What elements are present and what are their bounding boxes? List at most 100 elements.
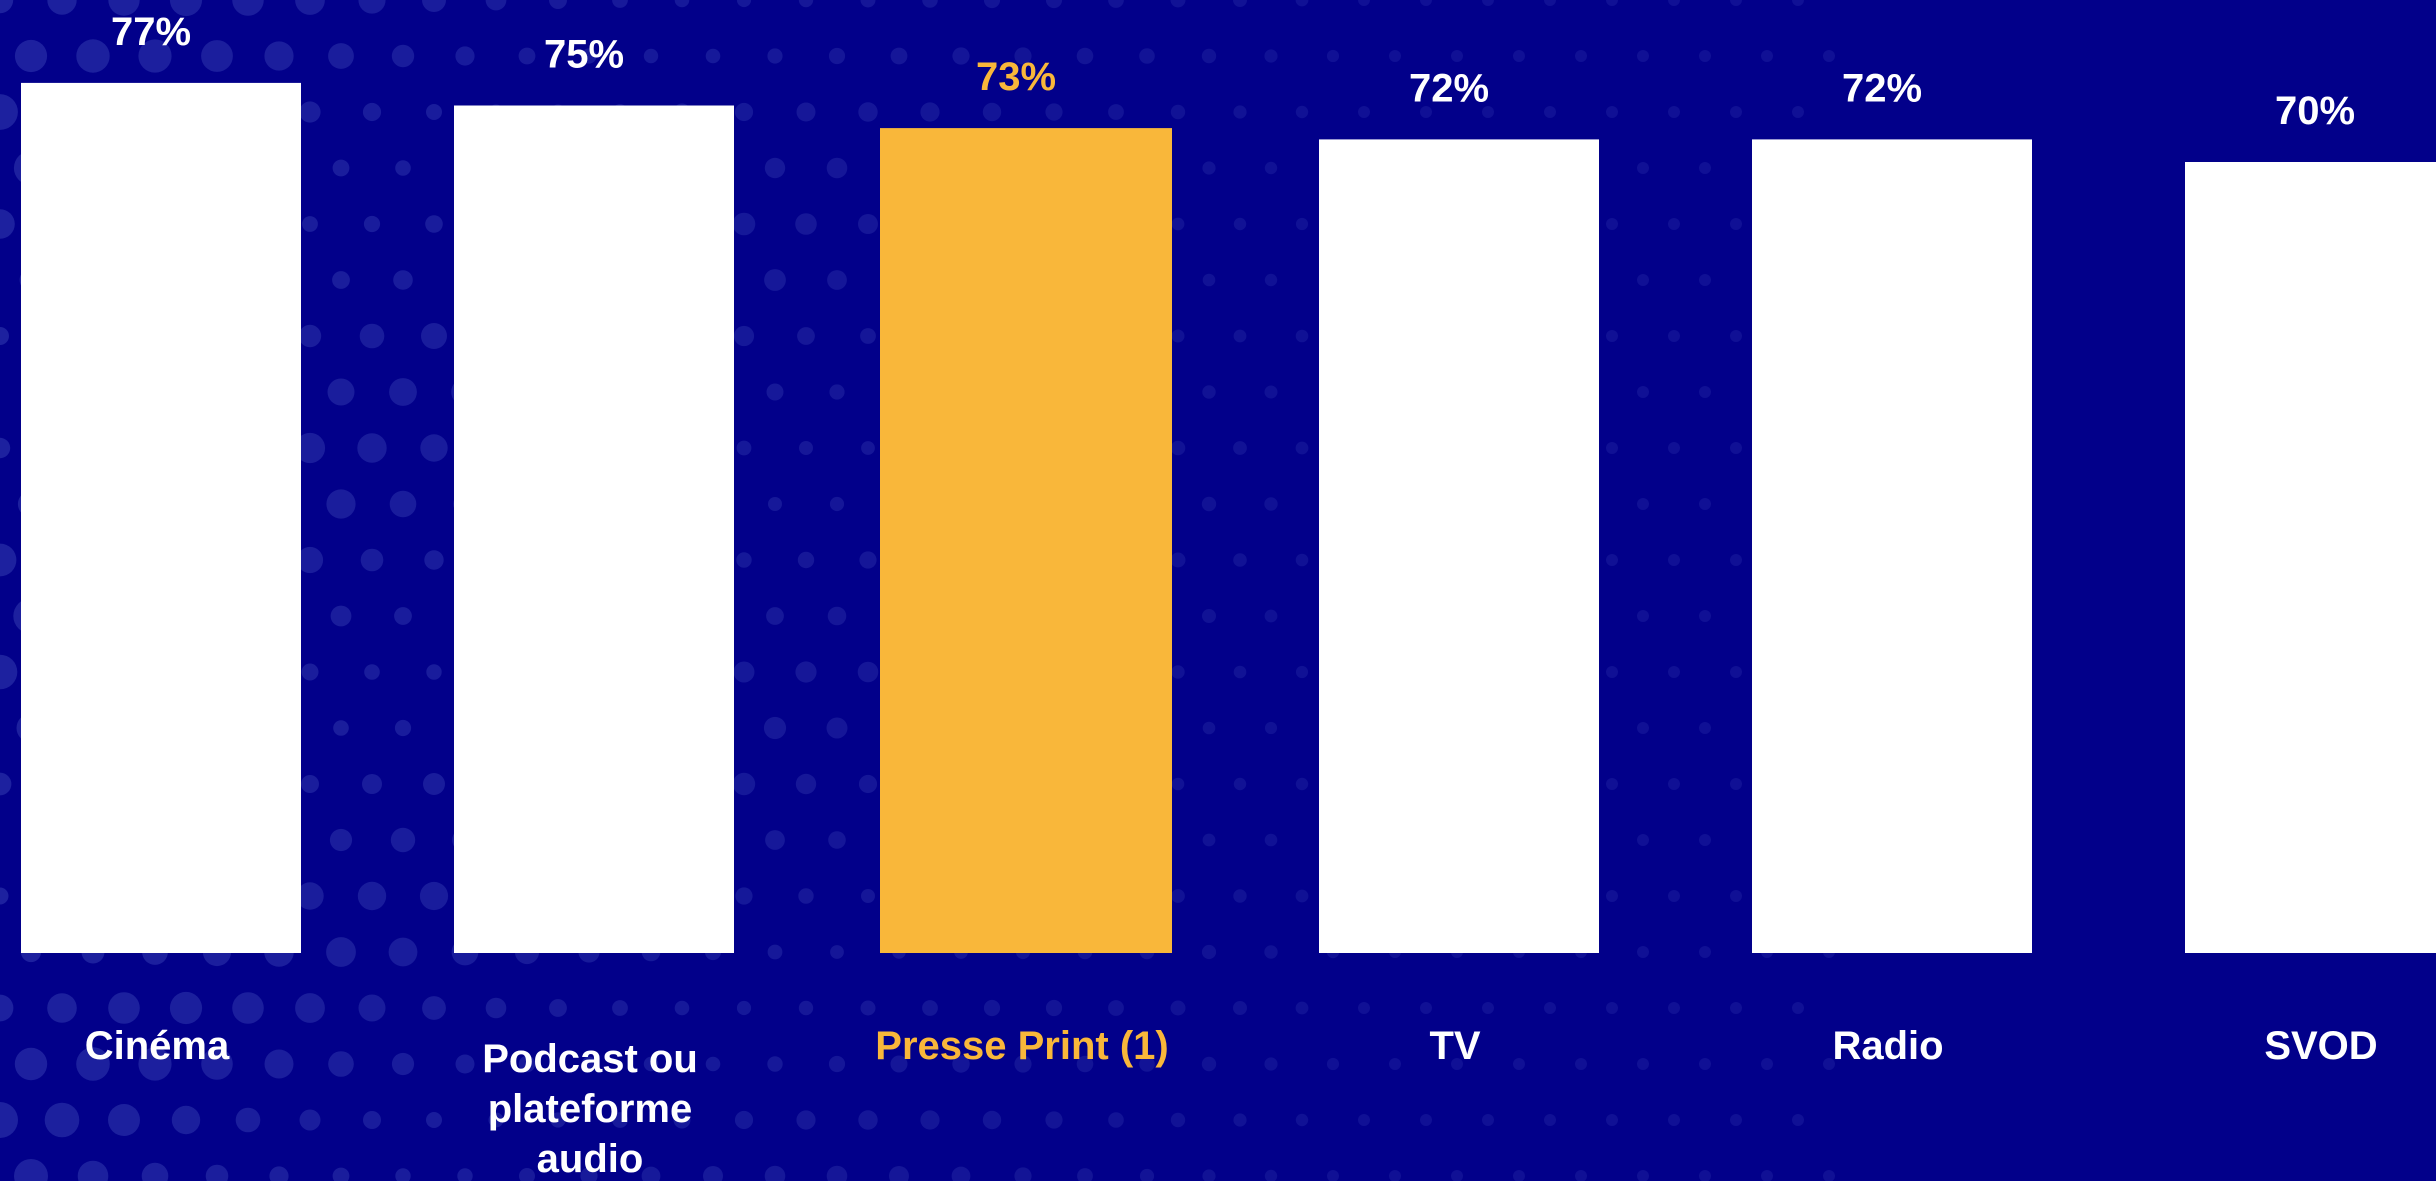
background-dot <box>1295 777 1309 791</box>
background-dot <box>363 215 381 233</box>
category-label-line: Cinéma <box>85 1024 230 1068</box>
background-dot <box>858 214 878 234</box>
background-dot <box>1108 0 1124 8</box>
background-dot <box>299 101 321 123</box>
background-dot <box>394 607 412 625</box>
background-dot <box>1326 49 1340 63</box>
background-dot <box>1264 385 1278 399</box>
background-dot <box>0 437 11 459</box>
background-dot <box>332 1167 350 1181</box>
background-dot <box>1233 553 1247 567</box>
background-dot <box>1014 47 1032 65</box>
background-dot <box>1699 274 1711 286</box>
background-dot <box>1482 1114 1494 1126</box>
category-label-line: audio <box>537 1137 644 1181</box>
background-dot <box>951 1166 971 1181</box>
background-dot <box>0 887 9 905</box>
background-dot <box>1606 330 1618 342</box>
background-dot <box>326 937 356 967</box>
background-dot <box>1730 330 1742 342</box>
background-dot <box>391 44 415 68</box>
background-dot <box>1792 0 1804 6</box>
background-dot <box>643 48 659 64</box>
background-dot <box>1170 1000 1186 1016</box>
background-dot <box>1045 0 1063 9</box>
background-dot <box>1699 386 1711 398</box>
background-dot <box>1637 498 1649 510</box>
background-dot <box>357 881 387 911</box>
background-dot <box>1730 442 1742 454</box>
background-dot <box>1295 1001 1309 1015</box>
background-dot <box>1730 554 1742 566</box>
background-dot <box>362 774 382 794</box>
category-label-line: SVOD <box>2264 1024 2377 1068</box>
background-dot <box>860 328 876 344</box>
background-dot <box>1699 1058 1711 1070</box>
background-dot <box>1076 47 1094 65</box>
background-dot <box>1420 0 1432 6</box>
background-dot <box>1420 106 1432 118</box>
background-dot <box>1513 1170 1525 1181</box>
background-dot <box>1233 665 1247 679</box>
background-dot <box>201 40 233 72</box>
background-dot <box>1606 1002 1618 1014</box>
background-dot <box>1668 442 1680 454</box>
background-dot <box>201 1048 233 1080</box>
background-dot <box>295 0 325 15</box>
background-dot <box>859 551 877 569</box>
background-dot <box>549 0 567 9</box>
background-dot <box>1077 1168 1093 1181</box>
background-dot <box>1513 1058 1525 1070</box>
background-dot <box>1544 0 1556 6</box>
background-dot <box>485 997 507 1019</box>
background-dot <box>1170 440 1186 456</box>
background-dot <box>1699 1170 1711 1181</box>
background-dot <box>457 1168 473 1181</box>
background-dot <box>0 654 18 690</box>
background-dot <box>1202 833 1216 847</box>
background-dot <box>1575 50 1587 62</box>
background-dot <box>169 991 203 1025</box>
background-dot <box>264 1049 294 1079</box>
background-dot <box>1699 498 1711 510</box>
background-dot <box>983 0 1001 9</box>
background-dot <box>1730 890 1742 902</box>
category-label-line: TV <box>1429 1024 1480 1068</box>
background-dot <box>612 0 628 8</box>
background-dot <box>1358 106 1370 118</box>
background-dot <box>1420 1114 1432 1126</box>
background-dot <box>703 1166 723 1181</box>
background-dot <box>766 383 784 401</box>
background-dot <box>982 102 1002 122</box>
background-dot <box>1045 1111 1063 1129</box>
background-dot <box>795 773 817 795</box>
background-dot <box>0 772 12 796</box>
background-dot <box>327 378 355 406</box>
background-dot <box>674 0 690 8</box>
background-dot <box>1170 0 1186 8</box>
background-dot <box>795 213 817 235</box>
background-dot <box>1171 777 1185 791</box>
background-dot <box>1295 217 1309 231</box>
background-dot <box>1606 890 1618 902</box>
background-dot <box>1544 106 1556 118</box>
background-dot <box>302 216 318 232</box>
background-dot <box>359 323 385 349</box>
background-dot <box>861 889 875 903</box>
background-dot <box>1761 1058 1773 1070</box>
background-dot <box>1389 1170 1401 1181</box>
background-dot <box>426 664 442 680</box>
background-dot <box>1544 1002 1556 1014</box>
bar-1 <box>454 105 734 953</box>
background-dot <box>1730 106 1742 118</box>
background-dot <box>733 325 755 347</box>
background-dot <box>1202 609 1216 623</box>
background-dot <box>1264 945 1278 959</box>
background-dot <box>1358 1002 1370 1014</box>
background-dot <box>732 772 756 796</box>
background-dot <box>301 663 319 681</box>
background-dot <box>734 1110 754 1130</box>
background-dot <box>108 1104 140 1136</box>
background-dot <box>827 606 847 626</box>
background-dot <box>1761 50 1773 62</box>
